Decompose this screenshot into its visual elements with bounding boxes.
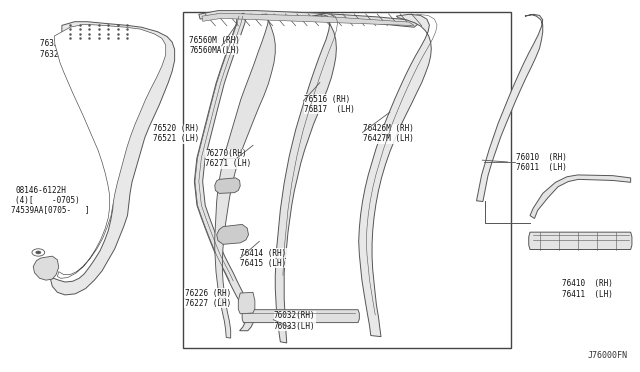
Text: 76427M (LH): 76427M (LH) [363,134,414,143]
Bar [183,13,511,349]
Text: 76321  (LH): 76321 (LH) [40,51,90,60]
Text: 76011  (LH): 76011 (LH) [516,163,567,172]
Text: 74539AA[0705-   ]: 74539AA[0705- ] [11,205,90,215]
Polygon shape [54,24,166,278]
Text: 76560MA(LH): 76560MA(LH) [189,46,240,55]
Text: 76B17  (LH): 76B17 (LH) [304,105,355,114]
Text: 76032(RH): 76032(RH) [274,311,316,320]
Polygon shape [477,14,543,202]
Polygon shape [358,14,431,337]
Polygon shape [199,11,419,27]
Polygon shape [215,178,240,193]
Polygon shape [33,256,59,280]
Polygon shape [202,13,414,25]
Text: 76226 (RH): 76226 (RH) [185,289,231,298]
Text: 76426M (RH): 76426M (RH) [363,124,414,133]
Polygon shape [238,292,255,314]
Text: 76033(LH): 76033(LH) [274,322,316,331]
Text: 76320  (RH): 76320 (RH) [40,39,90,48]
Text: 76270(RH): 76270(RH) [205,149,247,158]
Polygon shape [217,224,248,244]
Circle shape [32,249,45,256]
Text: 76010  (RH): 76010 (RH) [516,153,567,162]
Text: 76271 (LH): 76271 (LH) [205,159,252,169]
Polygon shape [242,310,359,323]
Text: 76415 (LH): 76415 (LH) [240,259,287,268]
Text: 76411  (LH): 76411 (LH) [562,290,612,299]
Polygon shape [215,14,275,338]
Text: 76410  (RH): 76410 (RH) [562,279,612,288]
Polygon shape [195,13,253,331]
Text: 76521 (LH): 76521 (LH) [153,134,199,143]
Polygon shape [275,14,337,343]
Text: 76516 (RH): 76516 (RH) [304,95,350,104]
Polygon shape [530,175,630,218]
Text: J76000FN: J76000FN [588,351,627,360]
Text: (4)[    -0705): (4)[ -0705) [15,196,80,205]
Text: 76414 (RH): 76414 (RH) [240,249,287,258]
Text: 76560M (RH): 76560M (RH) [189,36,240,45]
Text: 08146-6122H: 08146-6122H [15,186,67,195]
Polygon shape [529,232,632,250]
Polygon shape [51,22,175,295]
Text: 76520 (RH): 76520 (RH) [153,124,199,133]
Circle shape [36,251,41,254]
Text: 76227 (LH): 76227 (LH) [185,299,231,308]
